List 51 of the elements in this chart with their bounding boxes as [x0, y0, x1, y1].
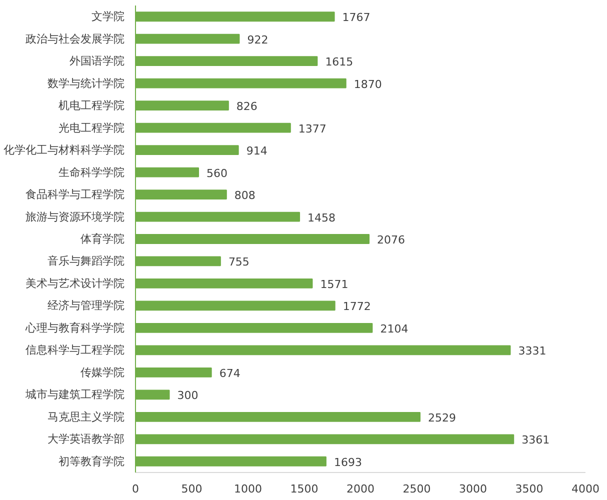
y-tick-label: 文学院	[92, 10, 124, 24]
data-label: 1772	[342, 300, 371, 314]
y-tick-label: 数学与统计学院	[48, 76, 124, 90]
data-label: 1693	[334, 456, 362, 469]
y-tick-label: 马克思主义学院	[48, 410, 124, 424]
y-tick-label: 城市与建筑工程学院	[24, 388, 124, 402]
data-label: 674	[219, 366, 240, 380]
data-label: 2076	[377, 234, 406, 246]
data-label: 560	[206, 166, 228, 180]
x-tick-label: 3000	[459, 482, 488, 496]
y-tick-label: 化学化工与材料科学学院	[4, 144, 124, 157]
data-label: 2104	[380, 322, 408, 336]
y-tick-label: 食品科学与工程学院	[26, 188, 124, 202]
y-tick-label: 政治与社会发展学院	[26, 32, 124, 46]
data-label: 1458	[308, 211, 336, 224]
x-tick-label: 1500	[290, 482, 318, 496]
data-label: 1571	[320, 278, 348, 291]
x-tick-label: 4000	[572, 482, 600, 496]
y-tick-label: 体育学院	[80, 232, 124, 246]
y-tick-label: 美术与艺术设计学院	[26, 276, 124, 290]
data-label: 922	[247, 33, 268, 46]
data-label: 755	[228, 256, 250, 269]
data-label: 826	[236, 100, 258, 114]
y-tick-label: 信息科学与工程学院	[26, 344, 124, 357]
data-label: 2529	[428, 411, 456, 424]
y-tick-label: 初等教育学院	[58, 454, 124, 468]
y-tick-label: 大学英语教学部	[48, 432, 124, 446]
x-tick-label: 1000	[234, 482, 262, 496]
data-label: 1870	[354, 78, 382, 91]
data-label: 808	[234, 189, 256, 202]
data-label: 1377	[298, 122, 326, 136]
x-tick-label: 2000	[346, 482, 375, 496]
data-label: 914	[246, 144, 268, 158]
y-tick-label: 生命科学学院	[58, 166, 124, 179]
data-label: 3331	[518, 344, 546, 358]
y-tick-label: 心理与教育科学学院	[24, 321, 124, 334]
data-label: 1767	[342, 11, 370, 24]
data-label: 3361	[522, 434, 550, 447]
y-tick-label: 音乐与舞蹈学院	[48, 254, 124, 268]
data-label: 300	[177, 389, 198, 402]
y-tick-label: 旅游与资源环境学院	[26, 210, 124, 224]
x-tick-label: 2500	[402, 482, 431, 496]
y-tick-label: 传媒学院	[80, 366, 124, 379]
y-tick-label: 经济与管理学院	[48, 299, 124, 312]
x-tick-label: 3500	[515, 482, 544, 496]
y-tick-label: 光电工程学院	[58, 121, 124, 134]
x-tick-label: 500	[181, 482, 202, 496]
data-label: 1615	[325, 56, 354, 69]
x-tick-label: 0	[132, 482, 139, 496]
y-tick-label: 机电工程学院	[58, 99, 124, 112]
y-tick-label: 外国语学院	[70, 54, 124, 68]
